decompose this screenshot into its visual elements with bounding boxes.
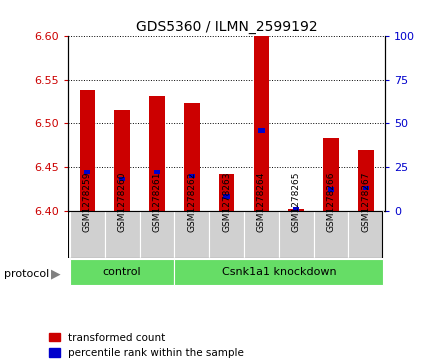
- Text: GSM1278265: GSM1278265: [292, 171, 301, 232]
- Title: GDS5360 / ILMN_2599192: GDS5360 / ILMN_2599192: [136, 20, 317, 34]
- Bar: [139, 211, 174, 258]
- Text: GSM1278261: GSM1278261: [153, 171, 161, 232]
- Bar: [253, 36, 269, 211]
- Bar: [293, 207, 299, 211]
- Bar: [209, 211, 244, 258]
- Text: GSM1278263: GSM1278263: [222, 171, 231, 232]
- Legend: transformed count, percentile rank within the sample: transformed count, percentile rank withi…: [49, 333, 244, 358]
- Bar: [224, 195, 230, 199]
- Text: ▶: ▶: [51, 268, 60, 281]
- Text: protocol: protocol: [4, 269, 50, 279]
- Bar: [323, 138, 339, 211]
- Text: GSM1278260: GSM1278260: [117, 171, 127, 232]
- Text: GSM1278262: GSM1278262: [187, 171, 196, 232]
- Bar: [184, 102, 200, 211]
- Bar: [114, 110, 130, 211]
- Bar: [244, 211, 279, 258]
- Bar: [174, 211, 209, 258]
- Bar: [84, 170, 91, 174]
- Bar: [105, 211, 139, 258]
- Bar: [348, 211, 383, 258]
- Bar: [70, 259, 174, 285]
- Bar: [328, 187, 334, 192]
- Text: control: control: [103, 267, 142, 277]
- Bar: [119, 177, 125, 182]
- Text: GSM1278264: GSM1278264: [257, 171, 266, 232]
- Bar: [363, 186, 369, 190]
- Bar: [189, 174, 195, 178]
- Bar: [288, 209, 304, 211]
- Bar: [70, 211, 105, 258]
- Bar: [219, 174, 235, 211]
- Bar: [154, 170, 160, 174]
- Text: GSM1278266: GSM1278266: [326, 171, 336, 232]
- Text: Csnk1a1 knockdown: Csnk1a1 knockdown: [221, 267, 336, 277]
- Bar: [258, 128, 264, 132]
- Bar: [314, 211, 348, 258]
- Bar: [80, 90, 95, 211]
- Bar: [149, 95, 165, 211]
- Text: GSM1278267: GSM1278267: [361, 171, 370, 232]
- Bar: [279, 211, 314, 258]
- Text: GSM1278259: GSM1278259: [83, 171, 92, 232]
- Bar: [174, 259, 383, 285]
- Bar: [358, 150, 374, 211]
